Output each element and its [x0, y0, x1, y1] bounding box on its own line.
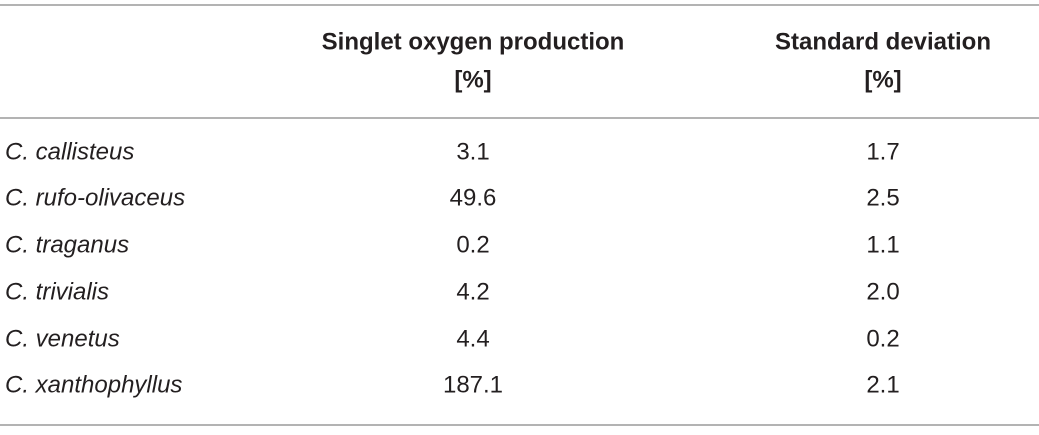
species-cell: C. traganus [5, 231, 129, 258]
column-header: Standard deviation [775, 28, 991, 55]
species-cell: C. xanthophyllus [5, 371, 182, 398]
species-cell: C. venetus [5, 325, 120, 352]
value-cell: 0.2 [456, 231, 489, 258]
value-cell: 0.2 [866, 325, 899, 352]
value-cell: 2.5 [866, 184, 899, 211]
value-cell: 3.1 [456, 138, 489, 165]
value-cell: 2.0 [866, 278, 899, 305]
column-header: [%] [864, 66, 901, 93]
species-cell: C. rufo-olivaceus [5, 184, 185, 211]
species-cell: C. callisteus [5, 138, 134, 165]
column-header: Singlet oxygen production [322, 28, 625, 55]
value-cell: 49.6 [450, 184, 497, 211]
value-cell: 1.7 [866, 138, 899, 165]
value-cell: 187.1 [443, 371, 503, 398]
value-cell: 4.4 [456, 325, 489, 352]
column-header: [%] [454, 66, 491, 93]
value-cell: 1.1 [866, 231, 899, 258]
value-cell: 2.1 [866, 371, 899, 398]
value-cell: 4.2 [456, 278, 489, 305]
species-cell: C. trivialis [5, 278, 109, 305]
